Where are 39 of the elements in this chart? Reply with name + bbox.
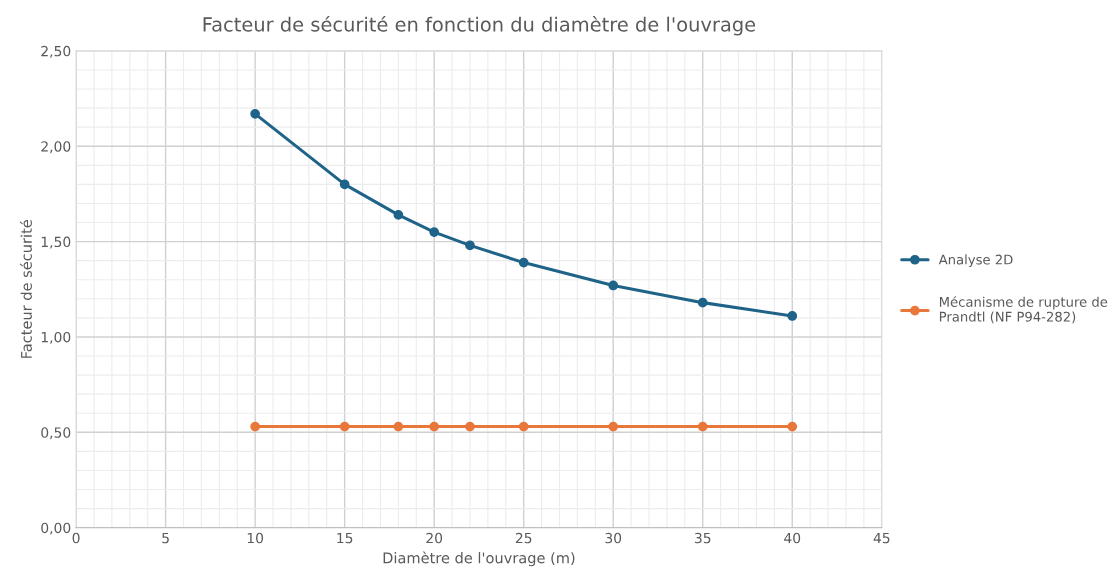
x-tick-label: 20 bbox=[426, 532, 443, 544]
point bbox=[608, 421, 619, 432]
x-axis-title: Diamètre de l'ouvrage (m) bbox=[383, 551, 575, 567]
point bbox=[393, 421, 404, 432]
point bbox=[339, 179, 350, 190]
y-tick-label: 1,50 bbox=[41, 236, 71, 249]
point bbox=[697, 297, 708, 308]
point bbox=[787, 311, 798, 321]
legend-label: Mécanisme de rupture de Prandtl (NF P94-282) bbox=[939, 296, 1108, 324]
y-axis-title: Facteur de sécurité bbox=[20, 220, 32, 358]
y-tick-label: 0,50 bbox=[41, 427, 71, 440]
point bbox=[465, 240, 475, 251]
chart-title: Facteur de sécurité en fonction du diamètre de l'ouvrage bbox=[203, 15, 756, 36]
point bbox=[250, 108, 260, 119]
point bbox=[787, 421, 798, 432]
point bbox=[465, 421, 475, 432]
x-tick-label: 40 bbox=[784, 532, 801, 544]
x-tick-label: 30 bbox=[605, 532, 622, 544]
point bbox=[697, 421, 708, 432]
point bbox=[339, 421, 350, 432]
y-tick-label: 2,50 bbox=[41, 45, 71, 58]
point bbox=[608, 280, 619, 291]
x-tick-label: 0 bbox=[72, 532, 80, 544]
point bbox=[518, 421, 529, 432]
legend-label: Analyse 2D bbox=[938, 254, 1013, 268]
point bbox=[429, 421, 440, 432]
point bbox=[250, 421, 260, 432]
x-tick-label: 15 bbox=[337, 532, 353, 544]
x-tick-label: 25 bbox=[515, 532, 532, 544]
y-tick-label: 0,00 bbox=[41, 522, 71, 535]
point bbox=[393, 210, 404, 220]
x-tick-label: 45 bbox=[873, 532, 890, 544]
x-tick-label: 5 bbox=[162, 532, 169, 544]
point bbox=[518, 257, 529, 268]
x-tick-label: 35 bbox=[694, 532, 711, 544]
point bbox=[429, 227, 440, 237]
x-tick-label: 10 bbox=[247, 532, 264, 544]
y-tick-label: 1,00 bbox=[41, 331, 71, 344]
y-tick-label: 2,00 bbox=[41, 141, 71, 154]
